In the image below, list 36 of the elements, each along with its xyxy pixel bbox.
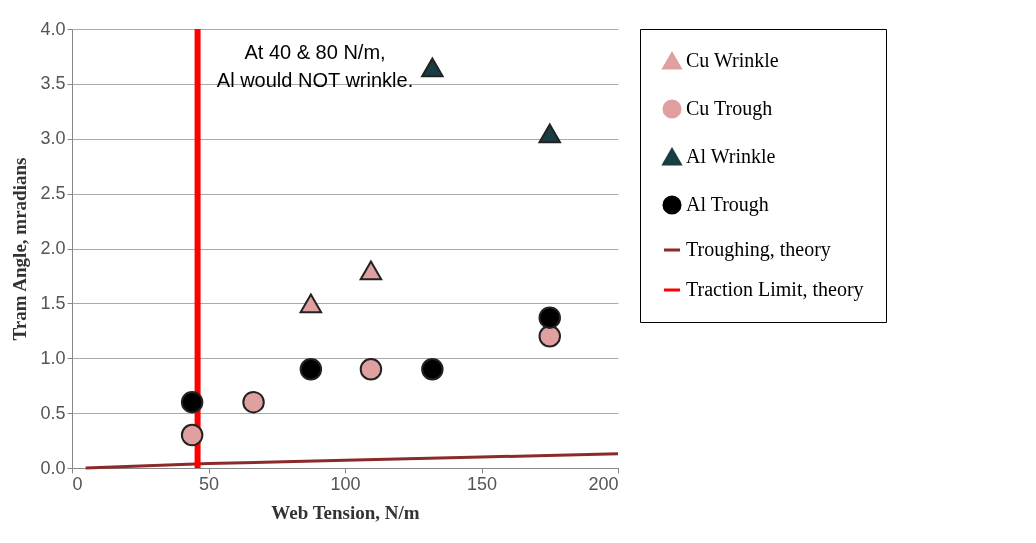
x-tick-label: 200	[588, 473, 619, 494]
x-axis-title: Web Tension, N/m	[271, 501, 420, 523]
legend-label: Cu Trough	[686, 97, 773, 120]
y-tick-label: 4.0	[40, 18, 66, 39]
point	[180, 423, 204, 447]
point	[299, 293, 323, 314]
point	[299, 358, 323, 381]
point	[421, 57, 444, 78]
y-tick-label: 2.5	[40, 183, 66, 204]
legend-label: Traction Limit, theory	[686, 278, 864, 301]
y-tick-label: 1.0	[40, 347, 66, 368]
legend-label: Troughing, theory	[686, 238, 831, 261]
y-tick-label: 0.0	[40, 457, 66, 478]
point	[180, 390, 204, 414]
point	[538, 306, 561, 329]
legend-label: Al Trough	[686, 193, 769, 216]
x-tick-label: 50	[198, 473, 220, 494]
legend-label: Cu Wrinkle	[686, 49, 779, 71]
point	[538, 325, 561, 348]
y-axis-title: Tram Angle, mradians	[9, 157, 31, 341]
y-tick-label: 0.5	[40, 402, 66, 423]
x-tick-label: 150	[466, 473, 498, 494]
point	[538, 123, 561, 144]
y-tick-label: 2.0	[40, 238, 66, 258]
x-tick-label: 0	[72, 473, 83, 494]
y-tick-label: 1.5	[40, 292, 66, 313]
x-tick-label: 100	[330, 473, 361, 494]
y-tick-label: 3.0	[40, 128, 66, 149]
annotation: At 40 & 80 N/m, Al would NOT wrinkle.	[216, 41, 414, 91]
point	[359, 358, 383, 381]
line-series	[84, 452, 620, 470]
point	[421, 358, 444, 381]
point	[359, 260, 383, 281]
legend-label: Al Wrinkle	[686, 145, 776, 167]
y-tick-label: 3.5	[40, 73, 66, 94]
point	[242, 390, 265, 414]
